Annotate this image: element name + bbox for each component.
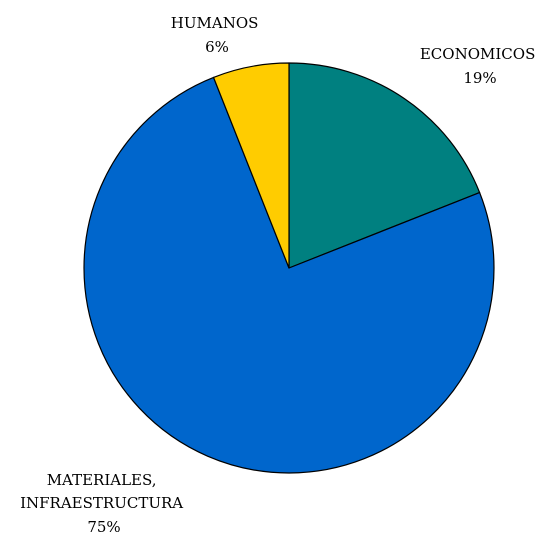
- label-materiales-infraestructura: MATERIALES, INFRAESTRUCTURA 75%: [20, 471, 188, 533]
- pie-slices: [83, 62, 495, 474]
- label-humanos: HUMANOS 6%: [171, 14, 263, 56]
- label-economicos: ECONOMICOS 19%: [420, 45, 540, 87]
- pie-slice-2: [212, 62, 290, 269]
- pie-slice-0: [288, 62, 481, 269]
- pie-slice-1: [83, 76, 495, 474]
